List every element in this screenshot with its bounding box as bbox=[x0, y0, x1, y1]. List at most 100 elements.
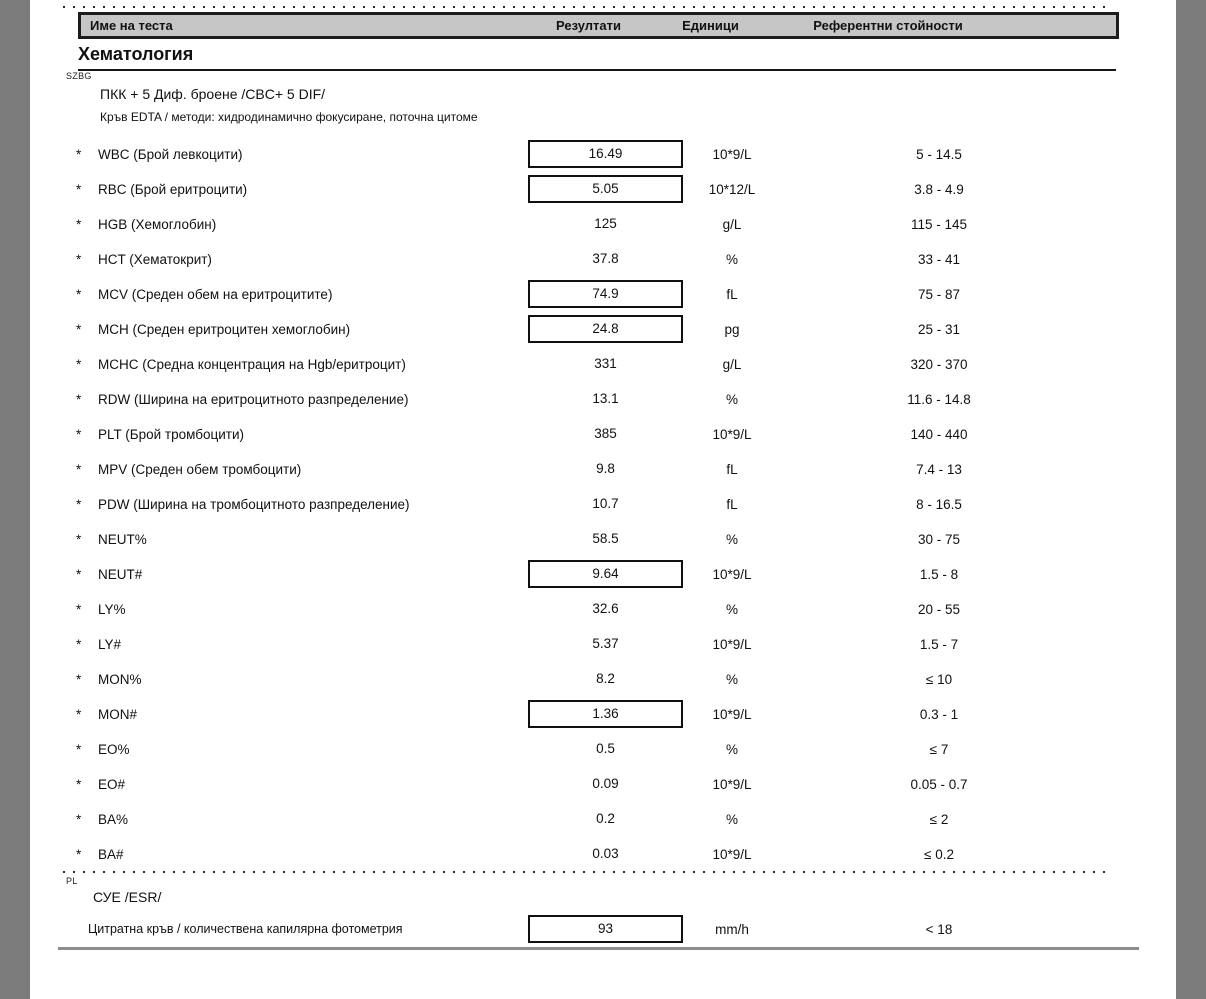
dotted-rule-top bbox=[63, 6, 1113, 8]
test-reference-range: 20 - 55 bbox=[917, 602, 961, 617]
test-result-value: 331 bbox=[594, 356, 617, 371]
test-result-value: 93 bbox=[528, 915, 683, 943]
test-row: * EO# 0.09 10*9/L 0.05 - 0.7 bbox=[0, 767, 1206, 802]
test-result-value: 9.8 bbox=[596, 461, 615, 476]
test-name: NEUT# bbox=[98, 567, 143, 582]
test-unit: fL bbox=[726, 497, 738, 512]
test-row: * MON# 1.36 10*9/L 0.3 - 1 bbox=[0, 697, 1206, 732]
test-unit: 10*9/L bbox=[712, 777, 752, 792]
viewer-margin-left bbox=[0, 0, 30, 999]
test-name: MCH (Среден еритроцитен хемоглобин) bbox=[98, 322, 351, 337]
test-result-value: 125 bbox=[594, 216, 617, 231]
test-unit: % bbox=[725, 252, 738, 267]
abnormal-flag: * bbox=[76, 777, 82, 792]
abnormal-flag: * bbox=[76, 462, 82, 477]
abnormal-flag: * bbox=[76, 567, 82, 582]
test-row: * RDW (Ширина на еритроцитното разпредел… bbox=[0, 382, 1206, 417]
test-result-value: 8.2 bbox=[596, 671, 615, 686]
test-reference-range: ≤ 2 bbox=[929, 812, 949, 827]
test-unit: g/L bbox=[722, 217, 742, 232]
test-unit: fL bbox=[726, 462, 738, 477]
test-unit: g/L bbox=[722, 357, 742, 372]
test-unit: % bbox=[725, 602, 738, 617]
test-unit: 10*9/L bbox=[712, 637, 752, 652]
test-result-value: 1.36 bbox=[528, 700, 683, 728]
test-row: * NEUT# 9.64 10*9/L 1.5 - 8 bbox=[0, 557, 1206, 592]
test-row: * LY% 32.6 % 20 - 55 bbox=[0, 592, 1206, 627]
test-name: BA% bbox=[98, 812, 129, 827]
esr-test-rows: Цитратна кръв / количествена капилярна ф… bbox=[0, 912, 1206, 947]
test-unit: 10*9/L bbox=[712, 567, 752, 582]
test-row: * PLT (Брой тромбоцити) 385 10*9/L 140 -… bbox=[0, 417, 1206, 452]
test-unit: % bbox=[725, 812, 738, 827]
section-title-hematology: Хематология bbox=[78, 44, 194, 64]
test-name: MON% bbox=[98, 672, 142, 687]
test-row: * MON% 8.2 % ≤ 10 bbox=[0, 662, 1206, 697]
test-unit: % bbox=[725, 532, 738, 547]
test-result-value: 5.05 bbox=[528, 175, 683, 203]
abnormal-flag: * bbox=[76, 392, 82, 407]
test-row: Цитратна кръв / количествена капилярна ф… bbox=[0, 912, 1206, 947]
test-result-value: 10.7 bbox=[592, 496, 619, 511]
abnormal-flag: * bbox=[76, 602, 82, 617]
test-row: * BA% 0.2 % ≤ 2 bbox=[0, 802, 1206, 837]
test-reference-range: 75 - 87 bbox=[917, 287, 961, 302]
panel-code-szbg: SZBG bbox=[66, 71, 92, 81]
test-unit: pg bbox=[724, 322, 740, 337]
test-reference-range: 30 - 75 bbox=[917, 532, 961, 547]
test-unit: 10*9/L bbox=[712, 847, 752, 862]
abnormal-flag: * bbox=[76, 427, 82, 442]
panel-title-esr: СУЕ /ESR/ bbox=[93, 889, 162, 905]
test-row: * BA# 0.03 10*9/L ≤ 0.2 bbox=[0, 837, 1206, 872]
abnormal-flag: * bbox=[76, 322, 82, 337]
test-unit: % bbox=[725, 392, 738, 407]
test-result-value: 0.03 bbox=[592, 846, 619, 861]
test-row: * MPV (Среден обем тромбоцити) 9.8 fL 7.… bbox=[0, 452, 1206, 487]
test-result-value: 0.09 bbox=[592, 776, 619, 791]
test-result-value: 58.5 bbox=[592, 531, 619, 546]
dotted-rule-separator bbox=[63, 871, 1113, 873]
test-row: * LY# 5.37 10*9/L 1.5 - 7 bbox=[0, 627, 1206, 662]
test-name: BA# bbox=[98, 847, 124, 862]
abnormal-flag: * bbox=[76, 742, 82, 757]
test-name: HCT (Хематокрит) bbox=[98, 252, 212, 267]
test-row: * PDW (Ширина на тромбоцитното разпредел… bbox=[0, 487, 1206, 522]
test-unit: fL bbox=[726, 287, 738, 302]
test-row: * WBC (Брой левкоцити) 16.49 10*9/L 5 - … bbox=[0, 137, 1206, 172]
test-row: * HCT (Хематокрит) 37.8 % 33 - 41 bbox=[0, 242, 1206, 277]
test-result-value: 74.9 bbox=[528, 280, 683, 308]
abnormal-flag: * bbox=[76, 707, 82, 722]
abnormal-flag: * bbox=[76, 287, 82, 302]
abnormal-flag: * bbox=[76, 357, 82, 372]
test-reference-range: 320 - 370 bbox=[910, 357, 968, 372]
column-header-units: Единици bbox=[682, 18, 739, 33]
abnormal-flag: * bbox=[76, 182, 82, 197]
test-row: * MCV (Среден обем на еритроцитите) 74.9… bbox=[0, 277, 1206, 312]
abnormal-flag: * bbox=[76, 217, 82, 232]
test-reference-range: 8 - 16.5 bbox=[916, 497, 962, 512]
test-name: PLT (Брой тромбоцити) bbox=[98, 427, 244, 442]
test-reference-range: 140 - 440 bbox=[910, 427, 968, 442]
test-row: * RBC (Брой еритроцити) 5.05 10*12/L 3.8… bbox=[0, 172, 1206, 207]
abnormal-flag: * bbox=[76, 672, 82, 687]
abnormal-flag: * bbox=[76, 532, 82, 547]
test-name: LY% bbox=[98, 602, 126, 617]
test-reference-range: 5 - 14.5 bbox=[916, 147, 962, 162]
test-name: HGB (Хемоглобин) bbox=[98, 217, 217, 232]
test-reference-range: 115 - 145 bbox=[910, 217, 968, 232]
panel-code-pl: PL bbox=[66, 876, 78, 886]
abnormal-flag: * bbox=[76, 147, 82, 162]
test-name: RDW (Ширина на еритроцитното разпределен… bbox=[98, 392, 409, 407]
test-unit: mm/h bbox=[715, 922, 749, 937]
abnormal-flag: * bbox=[76, 812, 82, 827]
test-row: * MCHC (Средна концентрация на Hgb/еритр… bbox=[0, 347, 1206, 382]
test-result-value: 0.2 bbox=[596, 811, 615, 826]
test-row: * NEUT% 58.5 % 30 - 75 bbox=[0, 522, 1206, 557]
test-name: MON# bbox=[98, 707, 138, 722]
test-name: MCHC (Средна концентрация на Hgb/еритроц… bbox=[98, 357, 406, 372]
test-reference-range: 33 - 41 bbox=[917, 252, 961, 267]
test-row: * EO% 0.5 % ≤ 7 bbox=[0, 732, 1206, 767]
test-unit: 10*9/L bbox=[712, 427, 752, 442]
test-result-value: 5.37 bbox=[592, 636, 619, 651]
test-result-value: 385 bbox=[594, 426, 617, 441]
